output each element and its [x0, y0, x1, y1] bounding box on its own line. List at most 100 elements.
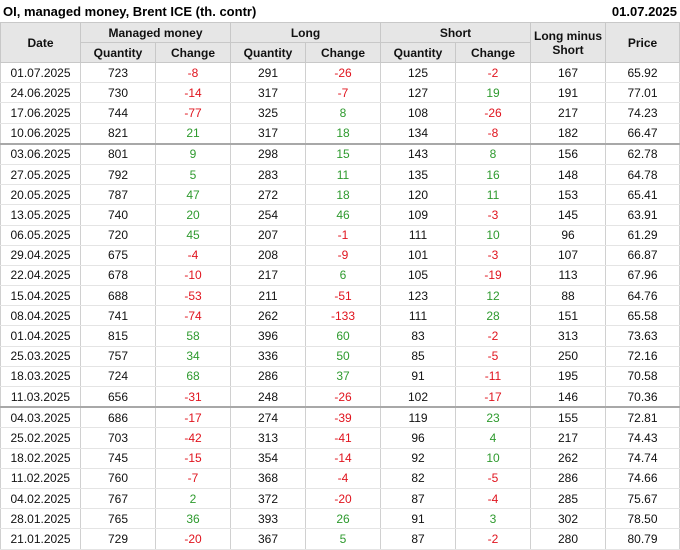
cell: 765	[80, 508, 156, 530]
change-cell: 47	[155, 184, 231, 206]
date: 01.07.2025	[611, 3, 677, 19]
cell: 66.87	[605, 245, 680, 266]
cell: 313	[230, 427, 306, 449]
cell: 91	[380, 366, 457, 388]
change-cell: 58	[155, 325, 231, 347]
table-row: 29.04.2025 675 -4 208 -9 101 -3 107 66.87	[0, 245, 680, 266]
cell: 208	[230, 245, 306, 266]
change-cell: 21	[155, 123, 231, 145]
cell: 21.01.2025	[0, 528, 81, 550]
cell: 78.50	[605, 508, 680, 530]
change-cell: 45	[155, 225, 231, 246]
cell: 25.03.2025	[0, 346, 81, 367]
cell: 17.06.2025	[0, 102, 81, 124]
cell: 286	[230, 366, 306, 388]
cell: 65.58	[605, 305, 680, 327]
change-cell: -8	[455, 123, 532, 145]
cell: 08.04.2025	[0, 305, 81, 327]
change-cell: -51	[304, 285, 382, 307]
title-bar: OI, managed money, Brent ICE (th. contr)…	[0, 0, 680, 22]
cell: 325	[230, 102, 306, 124]
data-table: Date Managed money Long Short Long minus…	[0, 22, 680, 550]
header-cell: Change	[455, 42, 532, 63]
cell: 678	[80, 265, 156, 287]
change-cell: -26	[304, 62, 382, 84]
change-cell: -10	[155, 265, 231, 287]
change-cell: -4	[455, 488, 532, 510]
table-row: 18.03.2025 724 68 286 37 91 -11 195 70.58	[0, 366, 680, 388]
change-cell: 18	[304, 123, 382, 145]
cell: 62.78	[605, 143, 680, 165]
change-cell: -26	[455, 102, 532, 124]
header-cell: Price	[605, 22, 680, 63]
title: OI, managed money, Brent ICE (th. contr)	[3, 3, 257, 19]
cell: 120	[380, 184, 457, 206]
cell: 248	[230, 386, 306, 409]
change-cell: -3	[455, 245, 532, 266]
cell: 113	[530, 265, 607, 287]
cell: 80.79	[605, 528, 680, 550]
header-cell: Change	[155, 42, 231, 63]
cell: 18.02.2025	[0, 448, 81, 469]
change-cell: 34	[155, 346, 231, 367]
cell: 250	[530, 346, 607, 367]
cell: 787	[80, 184, 156, 206]
cell: 65.41	[605, 184, 680, 206]
change-cell: 16	[455, 164, 532, 186]
cell: 03.06.2025	[0, 143, 81, 165]
cell: 74.43	[605, 427, 680, 449]
change-cell: 8	[304, 102, 382, 124]
table-row: 13.05.2025 740 20 254 46 109 -3 145 63.91	[0, 204, 680, 226]
cell: 393	[230, 508, 306, 530]
cell: 125	[380, 62, 457, 84]
table-row: 04.02.2025 767 2 372 -20 87 -4 285 75.67	[0, 488, 680, 510]
cell: 92	[380, 448, 457, 469]
cell: 396	[230, 325, 306, 347]
table-body: 01.07.2025 723 -8 291 -26 125 -2 167 65.92 24.06.…	[0, 62, 680, 550]
table-row: 01.07.2025 723 -8 291 -26 125 -2 167 65.92	[0, 62, 680, 84]
table-row: 25.03.2025 757 34 336 50 85 -5 250 72.16	[0, 346, 680, 367]
cell: 757	[80, 346, 156, 367]
change-cell: -3	[455, 204, 532, 226]
change-cell: 3	[455, 508, 532, 530]
change-cell: -53	[155, 285, 231, 307]
cell: 262	[530, 448, 607, 469]
cell: 367	[230, 528, 306, 550]
change-cell: -20	[304, 488, 382, 510]
cell: 24.06.2025	[0, 82, 81, 104]
cell: 96	[530, 225, 607, 246]
change-cell: -11	[455, 366, 532, 388]
cell: 724	[80, 366, 156, 388]
cell: 20.05.2025	[0, 184, 81, 206]
cell: 72.16	[605, 346, 680, 367]
cell: 65.92	[605, 62, 680, 84]
table-row: 21.01.2025 729 -20 367 5 87 -2 280 80.79	[0, 528, 680, 550]
cell: 64.78	[605, 164, 680, 186]
cell: 04.02.2025	[0, 488, 81, 510]
cell: 88	[530, 285, 607, 307]
table-row: 08.04.2025 741 -74 262 -133 111 28 151 65.58	[0, 305, 680, 327]
cell: 123	[380, 285, 457, 307]
table-row: 17.06.2025 744 -77 325 8 108 -26 217 74.23	[0, 102, 680, 124]
cell: 135	[380, 164, 457, 186]
cell: 686	[80, 407, 156, 429]
cell: 317	[230, 82, 306, 104]
header-cell: Long minus Short	[530, 22, 607, 63]
cell: 82	[380, 468, 457, 489]
cell: 744	[80, 102, 156, 124]
cell: 280	[530, 528, 607, 550]
header-cell: Short	[380, 22, 532, 43]
cell: 195	[530, 366, 607, 388]
cell: 688	[80, 285, 156, 307]
table-row: 28.01.2025 765 36 393 26 91 3 302 78.50	[0, 508, 680, 530]
cell: 73.63	[605, 325, 680, 347]
cell: 740	[80, 204, 156, 226]
table-row: 01.04.2025 815 58 396 60 83 -2 313 73.63	[0, 325, 680, 347]
cell: 66.47	[605, 123, 680, 145]
change-cell: 9	[155, 143, 231, 165]
header-cell: Quantity	[80, 42, 156, 63]
cell: 815	[80, 325, 156, 347]
cell: 291	[230, 62, 306, 84]
cell: 85	[380, 346, 457, 367]
cell: 723	[80, 62, 156, 84]
